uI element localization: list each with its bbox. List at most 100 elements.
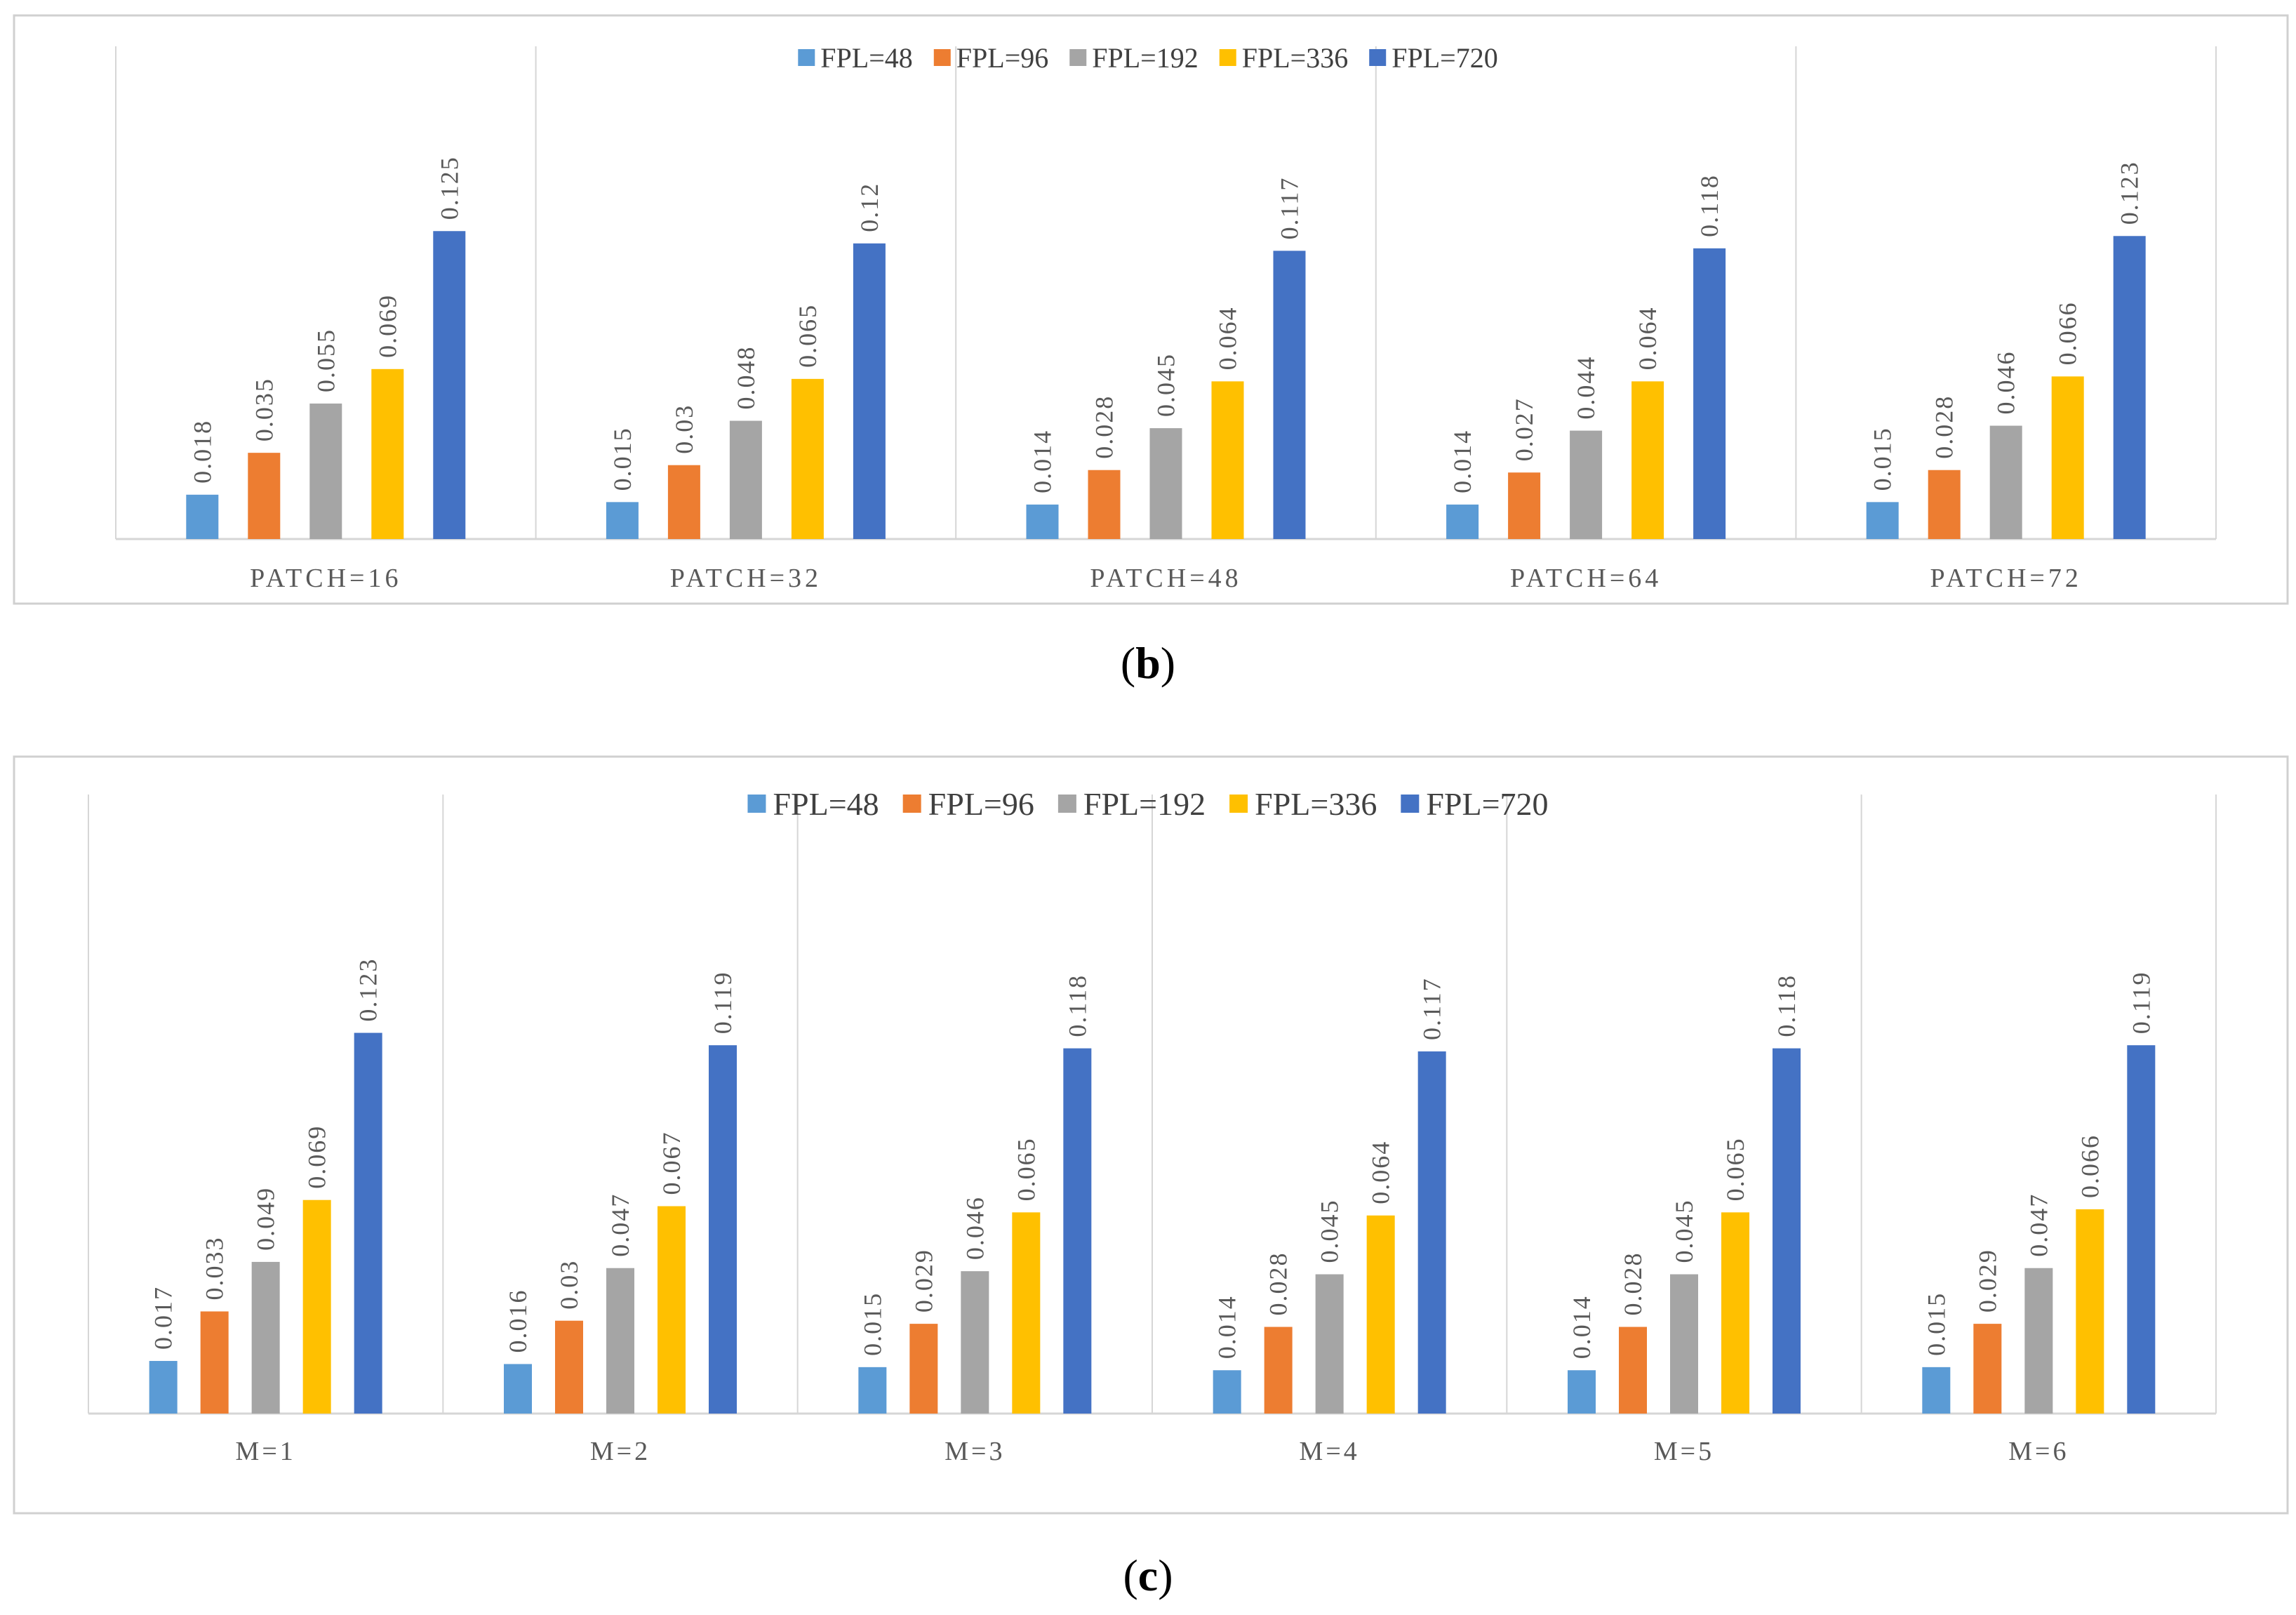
bar-fpl-96-patch-32 — [667, 465, 700, 539]
bar-fpl-336-patch-32 — [791, 378, 824, 539]
legend-label-fpl-96: FPL=96 — [956, 42, 1048, 74]
bar-fpl-48-m-3 — [858, 1367, 887, 1414]
value-label-fpl-96-patch-48: 0.028 — [1090, 395, 1119, 459]
bar-fpl-48-patch-32 — [606, 502, 639, 539]
value-label-fpl-192-m-5: 0.045 — [1670, 1199, 1698, 1263]
legend-c: FPL=48 FPL=96 FPL=192 FPL=336 FPL=720 — [747, 786, 1549, 822]
bar-fpl-336-m-1 — [302, 1199, 331, 1414]
value-label-fpl-720-m-5: 0.118 — [1773, 974, 1801, 1037]
bar-fpl-48-patch-48 — [1026, 504, 1059, 539]
plot-area-b: PATCH=16 0.018 0.035 0.055 0.069 0.125 PATCH=3… — [115, 46, 2217, 593]
value-label-fpl-96-patch-72: 0.028 — [1930, 395, 1958, 459]
value-label-fpl-720-patch-48: 0.117 — [1276, 177, 1304, 240]
legend-label-fpl-720: FPL=720 — [1426, 786, 1548, 822]
bar-fpl-336-patch-72 — [2051, 376, 2084, 539]
bar-fpl-48-patch-16 — [186, 494, 219, 539]
value-label-fpl-192-patch-32: 0.048 — [732, 346, 760, 410]
chart-panel-c: M=1 0.017 0.033 0.049 0.069 0.123 M=2 0.016 0.03… — [13, 755, 2289, 1600]
bar-fpl-48-patch-72 — [1866, 502, 1899, 539]
category-label-m-3: M=3 — [945, 1437, 1005, 1466]
bar-fpl-96-patch-48 — [1088, 470, 1121, 539]
legend-label-fpl-96: FPL=96 — [928, 786, 1034, 822]
value-label-fpl-336-m-5: 0.065 — [1721, 1137, 1749, 1201]
legend-swatch-fpl-192 — [1069, 49, 1087, 66]
bar-fpl-96-m-1 — [200, 1311, 229, 1414]
chart-frame-c — [13, 755, 2289, 1515]
bar-fpl-96-m-6 — [1973, 1324, 2002, 1414]
bar-fpl-720-patch-64 — [1693, 248, 1726, 539]
legend-swatch-fpl-720 — [1369, 49, 1387, 66]
value-label-fpl-96-m-2: 0.03 — [555, 1260, 583, 1310]
bar-fpl-720-m-5 — [1773, 1048, 1801, 1414]
bar-fpl-336-patch-48 — [1211, 381, 1244, 539]
legend-item-fpl-48: FPL=48 — [747, 786, 879, 822]
value-label-fpl-192-m-4: 0.045 — [1316, 1199, 1344, 1263]
value-label-fpl-96-patch-32: 0.03 — [670, 404, 698, 454]
category-label-m-6: M=6 — [2008, 1437, 2069, 1466]
value-label-fpl-336-m-1: 0.069 — [303, 1125, 331, 1189]
value-label-fpl-48-m-1: 0.017 — [149, 1286, 178, 1350]
value-label-fpl-336-m-6: 0.066 — [2076, 1134, 2104, 1198]
value-label-fpl-336-patch-48: 0.064 — [1214, 306, 1242, 370]
value-label-fpl-48-patch-48: 0.014 — [1029, 430, 1057, 493]
value-label-fpl-720-m-3: 0.118 — [1063, 974, 1091, 1037]
bar-fpl-720-patch-72 — [2113, 236, 2146, 539]
panel-letter-b: b — [1135, 638, 1161, 688]
bar-fpl-720-m-6 — [2127, 1045, 2156, 1414]
value-label-fpl-48-m-3: 0.015 — [858, 1292, 886, 1356]
bar-fpl-720-patch-48 — [1273, 251, 1306, 539]
bar-fpl-192-m-5 — [1670, 1274, 1698, 1414]
legend-label-fpl-192: FPL=192 — [1092, 42, 1198, 74]
value-label-fpl-720-m-1: 0.123 — [354, 958, 382, 1022]
value-label-fpl-336-patch-16: 0.069 — [373, 294, 401, 358]
legend-item-fpl-96: FPL=96 — [902, 786, 1034, 822]
legend-item-fpl-720: FPL=720 — [1369, 42, 1498, 74]
value-label-fpl-192-m-3: 0.046 — [961, 1196, 989, 1260]
category-label-m-1: M=1 — [236, 1437, 296, 1466]
legend-item-fpl-192: FPL=192 — [1057, 786, 1206, 822]
bar-fpl-720-m-3 — [1063, 1048, 1092, 1414]
chart-panel-b: PATCH=16 0.018 0.035 0.055 0.069 0.125 PATCH=3… — [13, 14, 2289, 688]
value-label-fpl-336-patch-72: 0.066 — [2054, 301, 2082, 365]
value-label-fpl-96-patch-16: 0.035 — [250, 378, 278, 441]
chart-frame-b — [13, 14, 2289, 605]
value-label-fpl-192-patch-64: 0.044 — [1572, 356, 1600, 420]
legend-item-fpl-192: FPL=192 — [1069, 42, 1199, 74]
value-label-fpl-48-patch-32: 0.015 — [608, 427, 636, 491]
bar-fpl-192-patch-48 — [1149, 428, 1182, 539]
legend-swatch-fpl-48 — [798, 49, 815, 66]
bar-fpl-192-patch-64 — [1570, 430, 1603, 539]
value-label-fpl-48-patch-64: 0.014 — [1448, 430, 1476, 493]
value-label-fpl-720-patch-64: 0.118 — [1695, 174, 1723, 237]
bar-fpl-720-m-2 — [709, 1045, 737, 1414]
value-label-fpl-96-m-3: 0.029 — [909, 1249, 937, 1312]
value-label-fpl-336-m-3: 0.065 — [1012, 1137, 1040, 1201]
value-label-fpl-192-m-1: 0.049 — [252, 1187, 280, 1251]
category-label-patch-48: PATCH=48 — [1090, 564, 1241, 593]
value-label-fpl-96-m-6: 0.029 — [1973, 1249, 2001, 1312]
value-label-fpl-96-m-5: 0.028 — [1619, 1252, 1647, 1316]
bar-fpl-192-m-6 — [2024, 1268, 2053, 1414]
panel-label-b: (b) — [1121, 638, 1175, 688]
legend-label-fpl-48: FPL=48 — [820, 42, 912, 74]
bar-fpl-48-m-4 — [1213, 1370, 1241, 1414]
value-label-fpl-48-patch-16: 0.018 — [188, 420, 216, 484]
legend-label-fpl-336: FPL=336 — [1242, 42, 1348, 74]
legend-label-fpl-336: FPL=336 — [1255, 786, 1377, 822]
bar-fpl-48-m-6 — [1922, 1367, 1951, 1414]
legend-b: FPL=48 FPL=96 FPL=192 FPL=336 FPL=720 — [798, 42, 1498, 74]
value-label-fpl-48-patch-72: 0.015 — [1869, 427, 1897, 491]
bar-fpl-48-m-1 — [149, 1361, 178, 1414]
value-label-fpl-48-m-4: 0.014 — [1213, 1295, 1241, 1359]
value-label-fpl-192-patch-48: 0.045 — [1152, 353, 1180, 417]
value-label-fpl-720-m-2: 0.119 — [709, 971, 737, 1035]
value-label-fpl-336-m-2: 0.067 — [658, 1131, 686, 1195]
bar-fpl-192-patch-16 — [309, 403, 342, 539]
legend-swatch-fpl-96 — [933, 49, 951, 66]
value-label-fpl-192-patch-72: 0.046 — [1992, 351, 2020, 415]
bar-fpl-336-m-2 — [658, 1206, 686, 1414]
category-label-m-4: M=4 — [1300, 1437, 1360, 1466]
bar-fpl-720-m-4 — [1417, 1051, 1446, 1414]
value-label-fpl-720-m-6: 0.119 — [2127, 971, 2155, 1035]
legend-swatch-fpl-336 — [1219, 49, 1236, 66]
